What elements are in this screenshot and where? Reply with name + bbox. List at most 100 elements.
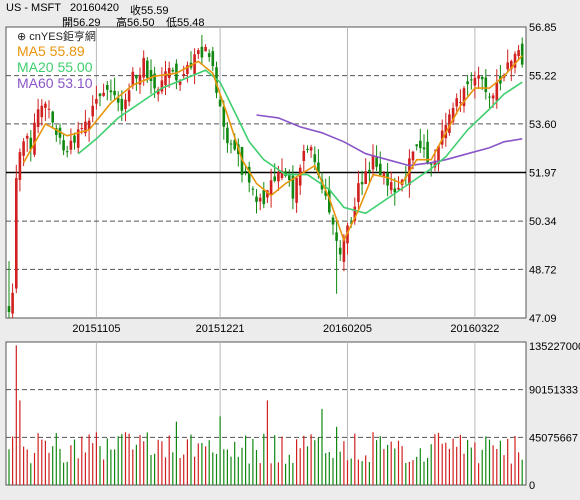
candle-body — [109, 90, 113, 93]
candle-body — [146, 60, 149, 78]
ma60-legend: MA60 53.10 — [17, 75, 93, 91]
candle-body — [131, 71, 135, 86]
candle-body — [251, 188, 255, 190]
candle-body — [120, 98, 124, 111]
candle-body — [197, 50, 200, 54]
candle-body — [186, 65, 189, 74]
candle-body — [495, 81, 499, 101]
candle-body — [506, 62, 509, 70]
candle-body — [29, 137, 33, 150]
candle-body — [488, 96, 491, 98]
candle-body — [36, 109, 40, 127]
y-tick-label: 48.72 — [529, 264, 557, 276]
candle-body — [411, 151, 415, 161]
candle-body — [393, 188, 397, 193]
candle-body — [357, 183, 360, 202]
candle-body — [280, 170, 284, 178]
candle-body — [306, 149, 309, 150]
candle-body — [98, 93, 102, 97]
candle-body — [200, 46, 204, 58]
close-price-label: 收55.59 — [130, 5, 169, 17]
candle-body — [247, 166, 251, 183]
candle-body — [255, 196, 258, 202]
candle-body — [364, 171, 367, 184]
y-tick-label: 55.22 — [529, 71, 557, 83]
candle-body — [164, 71, 167, 85]
candle-body — [182, 74, 185, 76]
y-tick-label: 56.85 — [529, 22, 557, 34]
candle-body — [138, 74, 142, 85]
candle-body — [328, 189, 331, 213]
candle-body — [124, 99, 127, 109]
candle-body — [520, 43, 524, 65]
candle-body — [375, 157, 378, 167]
candle-body — [226, 127, 229, 144]
candle-body — [55, 128, 58, 135]
candle-body — [80, 128, 84, 130]
candle-body — [25, 135, 29, 139]
candle-body — [171, 69, 175, 72]
candle-body — [95, 99, 98, 104]
candle-body — [153, 73, 156, 89]
candle-body — [291, 175, 295, 199]
y-tick-label: 51.97 — [529, 168, 557, 180]
candle-body — [207, 53, 211, 57]
candle-body — [517, 50, 520, 57]
candle-body — [127, 90, 131, 102]
ma5-line — [22, 55, 523, 243]
candle-body — [317, 162, 320, 175]
candle-body — [510, 61, 513, 70]
candle-body — [288, 175, 291, 180]
candle-body — [258, 197, 262, 202]
price-panel: 20151105 20151221 20160205 20160322 56.85 55.… — [5, 22, 557, 335]
candle-body — [76, 129, 80, 148]
x-tick-label: 20160322 — [450, 323, 499, 335]
volume-tick-label: 90151333 — [529, 385, 578, 397]
ma60-line — [256, 114, 523, 167]
candle-body — [135, 75, 138, 79]
candle-body — [284, 171, 287, 176]
candle-body — [437, 146, 440, 165]
candle-body — [47, 108, 51, 110]
volume-plot-area — [5, 341, 527, 486]
candle-body — [204, 47, 207, 52]
candle-body — [313, 154, 317, 163]
candle-body — [324, 190, 327, 196]
candle-body — [178, 81, 182, 85]
candle-body — [33, 122, 36, 155]
symbol-label: US - MSFT — [6, 2, 61, 14]
candle-body — [269, 180, 273, 195]
candle-body — [426, 141, 429, 164]
candle-body — [142, 57, 145, 78]
candle-body — [397, 187, 400, 190]
candle-body — [11, 292, 14, 314]
candle-body — [342, 238, 346, 262]
x-tick-label: 20160205 — [323, 323, 372, 335]
candle-body — [244, 170, 247, 172]
candle-body — [491, 95, 495, 99]
volume-tick-label: 0 — [529, 480, 535, 492]
date-label: 20160420 — [70, 2, 119, 14]
low-price-label: 低55.48 — [166, 17, 205, 29]
candle-body — [69, 140, 73, 150]
candle-body — [113, 90, 116, 96]
candle-body — [62, 140, 65, 151]
candle-body — [382, 173, 386, 178]
candle-body — [470, 79, 473, 81]
candle-body — [331, 217, 335, 225]
candle-body — [419, 140, 422, 149]
candle-body — [295, 177, 298, 203]
candle-body — [262, 190, 266, 205]
candle-body — [440, 130, 444, 145]
candle-body — [415, 144, 418, 147]
candle-body — [455, 98, 458, 107]
candle-body — [368, 169, 371, 172]
candle-body — [84, 121, 87, 134]
candle-body — [116, 97, 120, 103]
ma20-line — [77, 69, 523, 215]
high-price-label: 高56.50 — [116, 17, 155, 29]
candle-body — [44, 103, 47, 108]
y-tick-label: 50.34 — [529, 216, 557, 228]
ma20-legend: MA20 55.00 — [17, 59, 93, 75]
candle-body — [175, 63, 178, 81]
